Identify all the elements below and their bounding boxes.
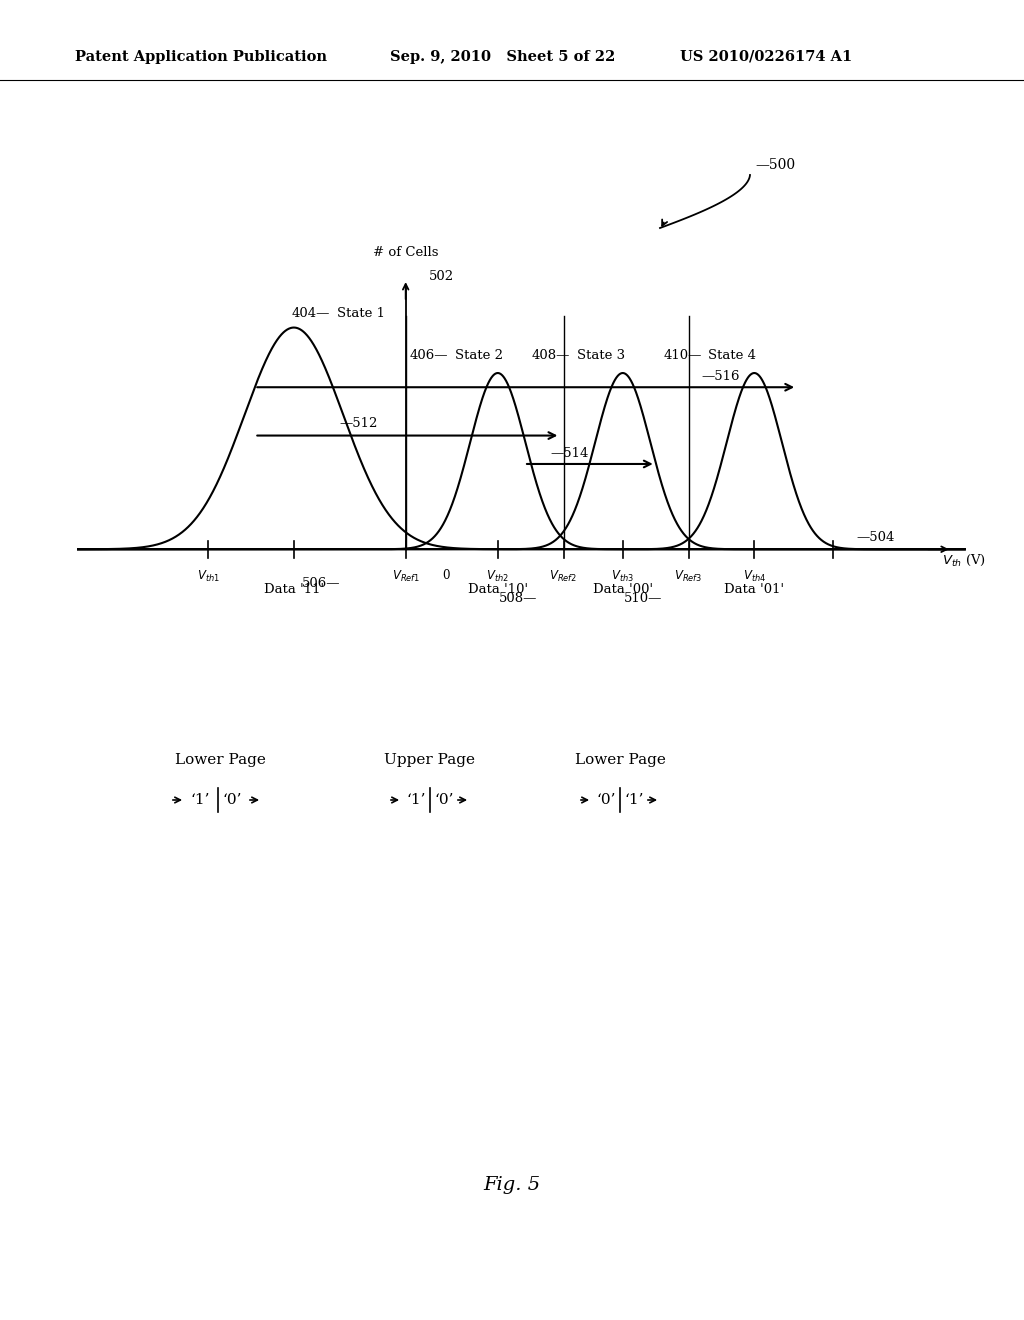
Text: —500: —500 — [755, 158, 795, 172]
Text: ‘0’: ‘0’ — [596, 793, 615, 807]
Text: $V_{th}$ (V): $V_{th}$ (V) — [942, 553, 986, 568]
Text: State 3: State 3 — [577, 350, 625, 363]
Text: 502: 502 — [429, 269, 454, 282]
Text: 408—: 408— — [531, 350, 570, 363]
Text: $V_{th1}$: $V_{th1}$ — [197, 569, 220, 585]
Text: Lower Page: Lower Page — [574, 752, 666, 767]
Text: Upper Page: Upper Page — [384, 752, 475, 767]
Text: Data '10': Data '10' — [468, 582, 527, 595]
Text: State 4: State 4 — [709, 350, 757, 363]
Text: $V_{Ref2}$: $V_{Ref2}$ — [550, 569, 578, 585]
Text: 0: 0 — [441, 569, 450, 582]
Text: $V_{Ref3}$: $V_{Ref3}$ — [675, 569, 702, 585]
Text: 406—: 406— — [410, 350, 449, 363]
Text: $V_{th2}$: $V_{th2}$ — [486, 569, 509, 585]
Text: Data '11': Data '11' — [264, 582, 324, 595]
Text: ‘1’: ‘1’ — [406, 793, 426, 807]
Text: Sep. 9, 2010   Sheet 5 of 22: Sep. 9, 2010 Sheet 5 of 22 — [390, 50, 615, 63]
Text: State 1: State 1 — [337, 306, 385, 319]
Text: # of Cells: # of Cells — [373, 247, 438, 259]
Text: State 2: State 2 — [455, 350, 503, 363]
Text: $V_{th3}$: $V_{th3}$ — [611, 569, 634, 585]
Text: Data '01': Data '01' — [724, 582, 784, 595]
Text: ‘0’: ‘0’ — [434, 793, 454, 807]
Text: ‘1’: ‘1’ — [190, 793, 210, 807]
Text: 508—: 508— — [499, 593, 538, 606]
Text: $V_{Ref1}$: $V_{Ref1}$ — [391, 569, 420, 585]
Text: Lower Page: Lower Page — [174, 752, 265, 767]
Text: Fig. 5: Fig. 5 — [483, 1176, 541, 1195]
Text: —504: —504 — [856, 532, 895, 544]
Text: $V_{th4}$: $V_{th4}$ — [742, 569, 766, 585]
Text: Patent Application Publication: Patent Application Publication — [75, 50, 327, 63]
Text: —514: —514 — [550, 446, 589, 459]
Text: —512: —512 — [340, 417, 378, 430]
Text: US 2010/0226174 A1: US 2010/0226174 A1 — [680, 50, 852, 63]
Text: 410—: 410— — [664, 350, 701, 363]
Text: ‘0’: ‘0’ — [222, 793, 242, 807]
Text: ‘1’: ‘1’ — [624, 793, 643, 807]
Text: 404—: 404— — [292, 306, 330, 319]
Text: 510—: 510— — [624, 593, 663, 606]
Text: 506—: 506— — [301, 577, 340, 590]
Text: —516: —516 — [701, 370, 740, 383]
Text: Data '00': Data '00' — [593, 582, 652, 595]
